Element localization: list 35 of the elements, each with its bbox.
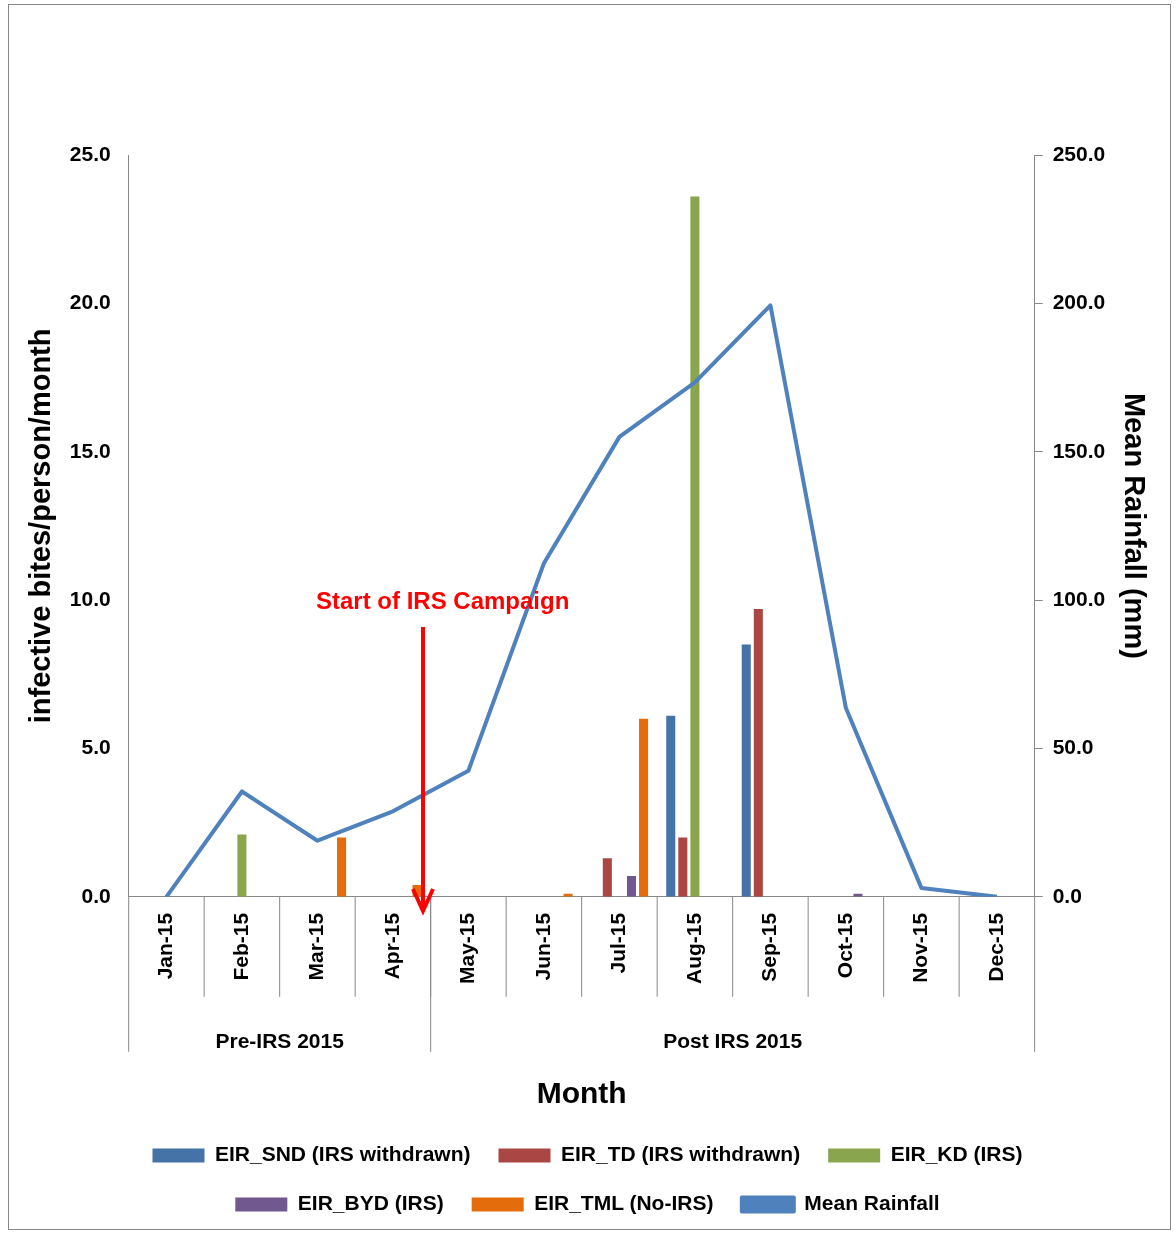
- legend-label: EIR_TD (IRS withdrawn): [561, 1142, 801, 1166]
- text: Pre-IRS 2015: [215, 1028, 345, 1052]
- y2-tick-label: 100.0: [1052, 586, 1106, 610]
- x-tick-label: Oct-15: [832, 912, 856, 979]
- x-axis-title: Month: [536, 1076, 627, 1110]
- x-tick-label: Aug-15: [681, 912, 705, 984]
- y2-axis-title: Mean Rainfall (mm): [1118, 392, 1151, 659]
- y2-tick-label: 0.0: [1052, 883, 1082, 907]
- y2-tick-label: 250.0: [1052, 141, 1106, 165]
- y-tick-label: 25.0: [69, 141, 111, 165]
- legend-label: EIR_TML (No-IRS): [534, 1191, 714, 1215]
- text: Post IRS 2015: [663, 1028, 803, 1052]
- x-tick-label: Jun-15: [530, 912, 554, 981]
- y-tick-label: 20.0: [69, 290, 111, 314]
- x-tick-label: Apr-15: [379, 912, 403, 980]
- y-axis-title: infective bites/person/month: [24, 328, 57, 724]
- x-tick-label: Feb-15: [228, 912, 252, 981]
- y-tick-label: 5.0: [81, 735, 111, 759]
- legend-label: Mean Rainfall: [804, 1191, 940, 1215]
- y2-tick-label: 50.0: [1052, 735, 1094, 759]
- legend-label: EIR_SND (IRS withdrawn): [214, 1142, 471, 1166]
- y2-tick-label: 150.0: [1052, 438, 1106, 462]
- x-tick-label: Nov-15: [908, 912, 932, 983]
- y2-tick-label: 200.0: [1052, 290, 1106, 314]
- x-tick-label: Dec-15: [983, 912, 1007, 982]
- y-tick-label: 10.0: [69, 586, 111, 610]
- x-tick-label: Jul-15: [606, 912, 630, 974]
- x-tick-label: Sep-15: [757, 912, 781, 982]
- x-tick-label: May-15: [455, 912, 479, 984]
- y-tick-label: 15.0: [69, 438, 111, 462]
- y-tick-label: 0.0: [81, 883, 111, 907]
- x-tick-label: Jan-15: [153, 912, 177, 980]
- x-tick-label: Mar-15: [304, 912, 328, 981]
- legend-label: EIR_BYD (IRS): [297, 1191, 444, 1215]
- legend-label: EIR_KD (IRS): [890, 1142, 1023, 1166]
